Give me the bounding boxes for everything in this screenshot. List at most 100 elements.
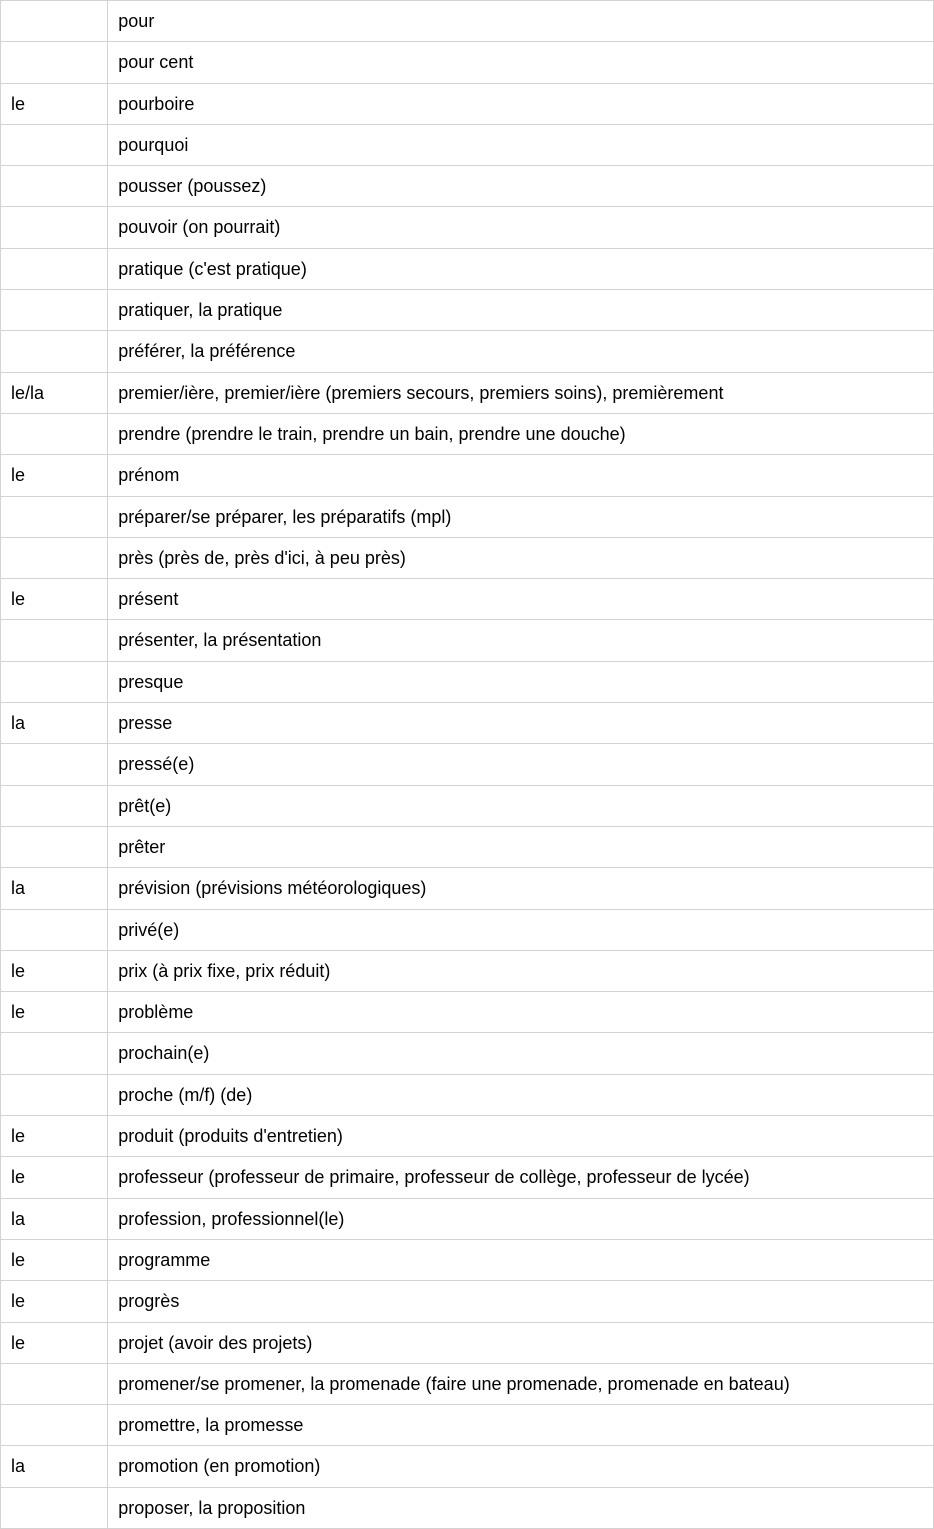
article-cell: la [1,1198,108,1239]
article-cell [1,331,108,372]
table-row: presque [1,661,934,702]
word-cell: prochain(e) [108,1033,934,1074]
table-row: pratique (c'est pratique) [1,248,934,289]
table-row: leprésent [1,579,934,620]
word-cell: promotion (en promotion) [108,1446,934,1487]
table-row: leprix (à prix fixe, prix réduit) [1,950,934,991]
table-row: le/lapremier/ière, premier/ière (premier… [1,372,934,413]
table-row: prendre (prendre le train, prendre un ba… [1,413,934,454]
table-row: pour cent [1,42,934,83]
table-row: privé(e) [1,909,934,950]
article-cell [1,1405,108,1446]
word-cell: préparer/se préparer, les préparatifs (m… [108,496,934,537]
article-cell [1,744,108,785]
article-cell [1,413,108,454]
article-cell: le/la [1,372,108,413]
article-cell [1,909,108,950]
word-cell: présent [108,579,934,620]
article-cell [1,207,108,248]
table-row: leprogramme [1,1239,934,1280]
word-cell: pousser (poussez) [108,166,934,207]
word-cell: présenter, la présentation [108,620,934,661]
word-cell: promettre, la promesse [108,1405,934,1446]
table-body: pourpour centlepourboirepourquoipousser … [1,1,934,1529]
table-row: laprofession, professionnel(le) [1,1198,934,1239]
table-row: pouvoir (on pourrait) [1,207,934,248]
word-cell: prêt(e) [108,785,934,826]
article-cell [1,496,108,537]
word-cell: profession, professionnel(le) [108,1198,934,1239]
table-row: leprénom [1,455,934,496]
table-row: proche (m/f) (de) [1,1074,934,1115]
article-cell: la [1,868,108,909]
word-cell: professeur (professeur de primaire, prof… [108,1157,934,1198]
article-cell [1,1,108,42]
word-cell: presse [108,703,934,744]
article-cell [1,1363,108,1404]
word-cell: prévision (prévisions météorologiques) [108,868,934,909]
article-cell: le [1,455,108,496]
word-cell: proche (m/f) (de) [108,1074,934,1115]
word-cell: privé(e) [108,909,934,950]
word-cell: projet (avoir des projets) [108,1322,934,1363]
table-row: prêter [1,826,934,867]
word-cell: programme [108,1239,934,1280]
word-cell: progrès [108,1281,934,1322]
table-row: préférer, la préférence [1,331,934,372]
word-cell: pour cent [108,42,934,83]
table-row: préparer/se préparer, les préparatifs (m… [1,496,934,537]
article-cell: le [1,1116,108,1157]
word-cell: pour [108,1,934,42]
article-cell: le [1,1281,108,1322]
article-cell: le [1,1239,108,1280]
word-cell: pratiquer, la pratique [108,290,934,331]
article-cell: la [1,703,108,744]
table-row: leprogrès [1,1281,934,1322]
article-cell [1,1033,108,1074]
word-cell: pouvoir (on pourrait) [108,207,934,248]
table-row: pour [1,1,934,42]
article-cell [1,166,108,207]
article-cell [1,826,108,867]
table-row: laprévision (prévisions météorologiques) [1,868,934,909]
article-cell: le [1,950,108,991]
table-row: prêt(e) [1,785,934,826]
table-row: près (près de, près d'ici, à peu près) [1,537,934,578]
article-cell: le [1,992,108,1033]
article-cell: le [1,83,108,124]
table-row: lepourboire [1,83,934,124]
word-cell: produit (produits d'entretien) [108,1116,934,1157]
article-cell [1,42,108,83]
word-cell: premier/ière, premier/ière (premiers sec… [108,372,934,413]
word-cell: prendre (prendre le train, prendre un ba… [108,413,934,454]
word-cell: prêter [108,826,934,867]
article-cell [1,1074,108,1115]
word-cell: pourquoi [108,124,934,165]
word-cell: pratique (c'est pratique) [108,248,934,289]
table-row: présenter, la présentation [1,620,934,661]
article-cell [1,537,108,578]
article-cell: le [1,1322,108,1363]
word-cell: problème [108,992,934,1033]
article-cell [1,124,108,165]
article-cell [1,620,108,661]
word-cell: préférer, la préférence [108,331,934,372]
word-cell: presque [108,661,934,702]
word-cell: promener/se promener, la promenade (fair… [108,1363,934,1404]
table-row: prochain(e) [1,1033,934,1074]
table-row: leprojet (avoir des projets) [1,1322,934,1363]
article-cell [1,1487,108,1528]
table-row: leproblème [1,992,934,1033]
word-cell: pressé(e) [108,744,934,785]
table-row: pousser (poussez) [1,166,934,207]
table-row: proposer, la proposition [1,1487,934,1528]
table-row: leprofesseur (professeur de primaire, pr… [1,1157,934,1198]
article-cell: le [1,1157,108,1198]
table-row: lapresse [1,703,934,744]
article-cell: la [1,1446,108,1487]
table-row: pressé(e) [1,744,934,785]
table-row: pratiquer, la pratique [1,290,934,331]
word-cell: prix (à prix fixe, prix réduit) [108,950,934,991]
table-row: lapromotion (en promotion) [1,1446,934,1487]
word-cell: proposer, la proposition [108,1487,934,1528]
